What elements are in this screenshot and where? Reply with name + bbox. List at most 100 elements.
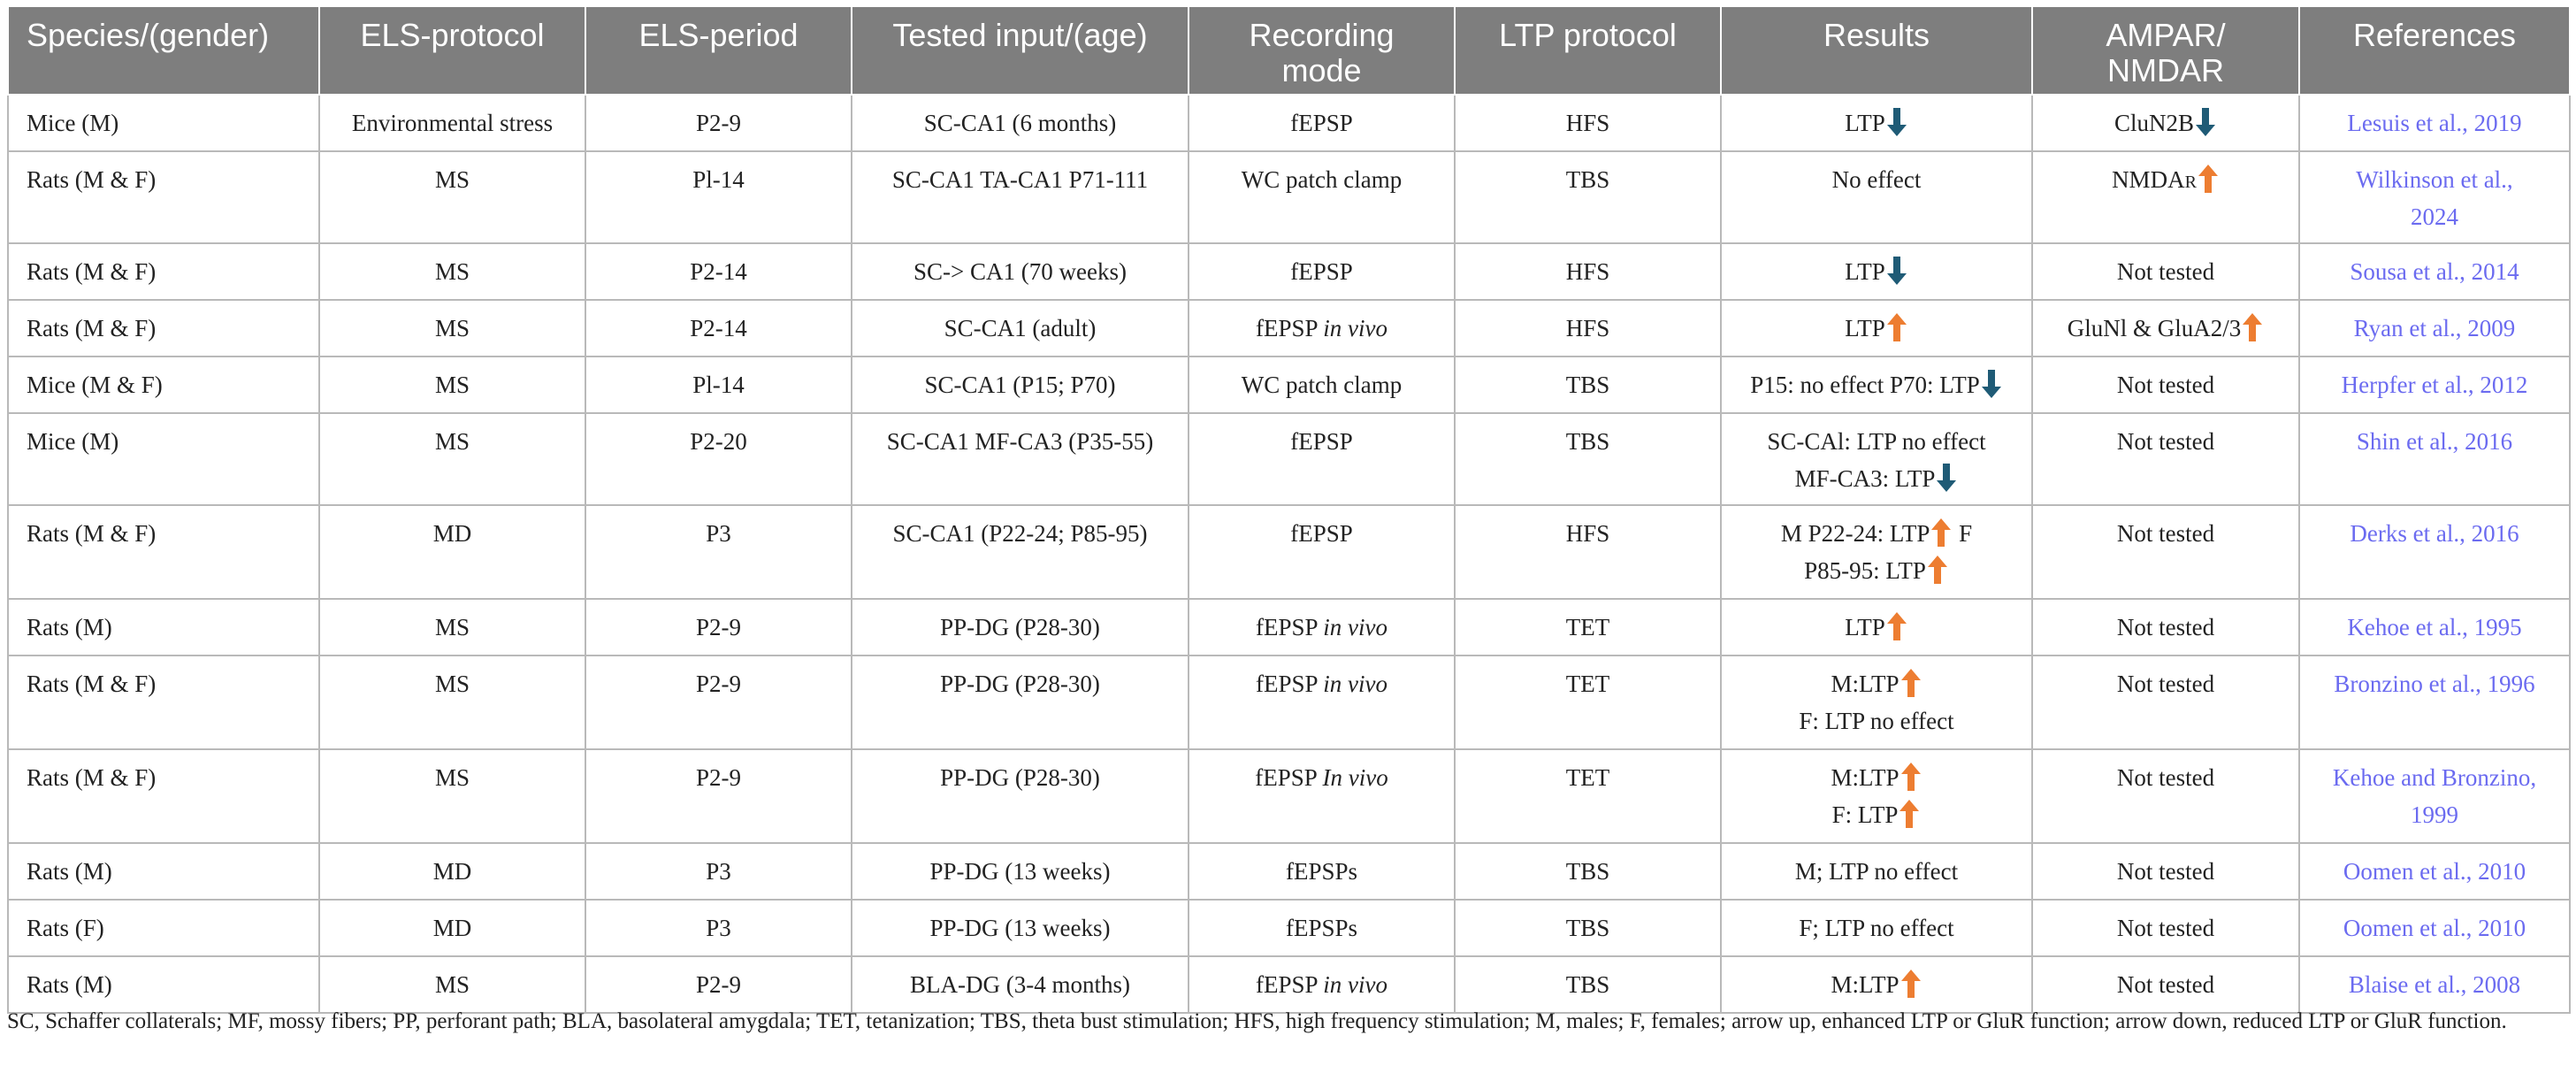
cell-text: BLA-DG (3-4 months) xyxy=(910,971,1130,998)
cell-text: TBS xyxy=(1565,428,1610,455)
cell-text: Rats (M) xyxy=(27,971,112,998)
table-row: Rats (M & F) MD P3 SC-CA1 (P22-24; P85-95) f… xyxy=(7,504,2571,600)
ltp-protocol-cell: TBS xyxy=(1454,150,1722,244)
arrow-up-icon xyxy=(1886,313,1907,341)
cell-text: HFS xyxy=(1565,315,1610,341)
ltp-protocol-cell: TBS xyxy=(1454,955,1722,1014)
els-period-cell: P2-9 xyxy=(585,598,852,656)
species-cell: Rats (M & F) xyxy=(7,299,320,357)
cell-text: SC-CA1 (P22-24; P85-95) xyxy=(892,520,1148,547)
cell-text: M:LTP xyxy=(1831,671,1900,697)
reference-link[interactable]: 2024 xyxy=(2411,203,2458,230)
cell-text: SC-CAl: LTP no effect xyxy=(1767,428,1986,455)
cell-line: LTP xyxy=(1729,310,2024,347)
column-header: LTP protocol xyxy=(1454,5,1722,96)
cell-text: PP-DG (P28-30) xyxy=(940,671,1100,697)
table-container: Species/(gender) ELS-protocol ELS-period Te… xyxy=(7,5,2571,1014)
reference-link[interactable]: Blaise et al., 2008 xyxy=(2348,971,2521,998)
column-header: Tested input/(age) xyxy=(851,5,1189,96)
reference-link[interactable]: Kehoe and Bronzino, xyxy=(2332,764,2537,791)
cell-text: P2-9 xyxy=(695,110,741,136)
els-period-cell: P2-9 xyxy=(585,955,852,1014)
cell-line: Not tested xyxy=(2040,515,2291,552)
cell-line: P85-95: LTP xyxy=(1729,552,2024,589)
cell-line: F: LTP xyxy=(1729,796,2024,833)
table-row: Rats (M) MD P3 PP-DG (13 weeks) fEPSPs TBS M; … xyxy=(7,842,2571,901)
column-header: Results xyxy=(1720,5,2033,96)
column-header-text: Recording xyxy=(1249,17,1395,53)
tested-input-cell: PP-DG (13 weeks) xyxy=(851,842,1189,901)
els-protocol-cell: MS xyxy=(318,655,586,750)
table-row: Mice (M) Environmental stress P2-9 SC-CA1 (… xyxy=(7,94,2571,152)
arrow-up-icon xyxy=(1886,612,1907,640)
column-header: Recording mode xyxy=(1188,5,1456,96)
recording-mode-cell: WC patch clamp xyxy=(1188,356,1456,414)
table-row: Rats (M) MS P2-9 BLA-DG (3-4 months) fEPSP i… xyxy=(7,955,2571,1014)
reference-link[interactable]: Oomen et al., 2010 xyxy=(2343,915,2526,941)
receptor-cell: Not tested xyxy=(2031,748,2300,844)
reference-link[interactable]: Kehoe et al., 1995 xyxy=(2347,614,2522,640)
arrow-up-icon xyxy=(1931,518,1952,547)
tested-input-cell: SC-CA1 (P15; P70) xyxy=(851,356,1189,414)
reference-link[interactable]: Wilkinson et al., xyxy=(2356,166,2513,193)
reference-cell: Oomen et al., 2010 xyxy=(2298,899,2571,957)
cell-text: F; LTP no effect xyxy=(1799,915,1954,941)
arrow-up-icon xyxy=(2198,165,2218,193)
results-cell: M:LTP F: LTP xyxy=(1720,748,2033,844)
cell-line: fEPSP In vivo xyxy=(1196,759,1447,796)
reference-link[interactable]: Bronzino et al., 1996 xyxy=(2334,671,2535,697)
reference-link[interactable]: Sousa et al., 2014 xyxy=(2350,258,2519,285)
cell-text: Not tested xyxy=(2116,671,2215,697)
cell-line: fEPSPs xyxy=(1196,853,1447,890)
cell-text: TBS xyxy=(1565,915,1610,941)
arrow-down-icon xyxy=(1886,108,1907,136)
cell-text: MS xyxy=(434,614,470,640)
cell-text: TBS xyxy=(1565,858,1610,885)
species-cell: Mice (M) xyxy=(7,412,320,506)
results-cell: M:LTP xyxy=(1720,955,2033,1014)
cell-line: Not tested xyxy=(2040,609,2291,646)
reference-link[interactable]: 1999 xyxy=(2411,801,2458,828)
cell-text: P3 xyxy=(706,520,731,547)
table-row: Rats (M & F) MS P2-9 PP-DG (P28-30) fEPSP In… xyxy=(7,748,2571,844)
recording-mode-cell: fEPSPs xyxy=(1188,899,1456,957)
arrow-down-icon xyxy=(1981,370,2001,398)
table-footnote: SC, Schaffer collaterals; MF, mossy fibe… xyxy=(7,1009,2507,1033)
column-header: AMPAR/NMDAR xyxy=(2031,5,2300,96)
reference-link[interactable]: Herpfer et al., 2012 xyxy=(2341,372,2528,398)
cell-text: Rats (M & F) xyxy=(27,258,157,285)
cell-text: NMDA xyxy=(2112,166,2185,193)
reference-link[interactable]: Ryan et al., 2009 xyxy=(2353,315,2516,341)
cell-text: fEPSP xyxy=(1255,764,1323,791)
cell-text: P2-9 xyxy=(695,764,741,791)
reference-link[interactable]: Derks et al., 2016 xyxy=(2350,520,2519,547)
cell-text: Environmental stress xyxy=(351,110,554,136)
els-protocol-cell: MD xyxy=(318,899,586,957)
cell-text: M:LTP xyxy=(1831,764,1900,791)
els-period-cell: Pl-14 xyxy=(585,150,852,244)
cell-line: CluN2B xyxy=(2040,104,2291,142)
reference-link[interactable]: Lesuis et al., 2019 xyxy=(2347,110,2522,136)
cell-text: fEPSPs xyxy=(1285,915,1358,941)
cell-text: P2-9 xyxy=(695,614,741,640)
reference-link[interactable]: Oomen et al., 2010 xyxy=(2343,858,2526,885)
reference-link[interactable]: Shin et al., 2016 xyxy=(2356,428,2513,455)
results-cell: P15: no effect P70: LTP xyxy=(1720,356,2033,414)
cell-text: in vivo xyxy=(1323,315,1387,341)
cell-text: in vivo xyxy=(1323,671,1387,697)
els-protocol-cell: MD xyxy=(318,504,586,600)
cell-text: LTP xyxy=(1845,614,1885,640)
cell-text: fEPSP xyxy=(1290,428,1353,455)
els-protocol-cell: MS xyxy=(318,299,586,357)
results-cell: LTP xyxy=(1720,242,2033,301)
cell-text: P85-95: LTP xyxy=(1804,557,1926,584)
ltp-protocol-cell: HFS xyxy=(1454,94,1722,152)
cell-text: MF-CA3: LTP xyxy=(1794,465,1936,492)
cell-text: PP-DG (13 weeks) xyxy=(929,858,1111,885)
els-period-cell: P2-14 xyxy=(585,299,852,357)
table-row: Rats (F) MD P3 PP-DG (13 weeks) fEPSPs TBS F; … xyxy=(7,899,2571,957)
cell-text: MD xyxy=(432,915,472,941)
cell-line: M; LTP no effect xyxy=(1729,853,2024,890)
reference-cell: Oomen et al., 2010 xyxy=(2298,842,2571,901)
tested-input-cell: PP-DG (P28-30) xyxy=(851,748,1189,844)
